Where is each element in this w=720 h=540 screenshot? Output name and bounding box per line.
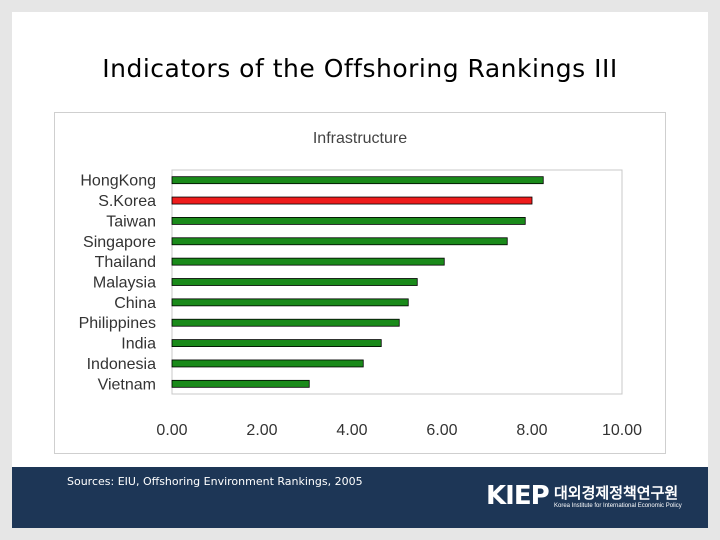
category-label: Taiwan: [106, 213, 156, 230]
logo-english-name: Korea Institute for International Econom…: [554, 503, 682, 509]
category-label: India: [121, 336, 156, 353]
bar-indonesia: [171, 359, 364, 368]
bar-thailand: [171, 257, 445, 266]
chart-title: Infrastructure: [313, 130, 407, 147]
bar-malaysia: [171, 278, 418, 286]
bar-taiwan: [171, 217, 526, 225]
bar-india: [171, 339, 382, 347]
sources-note: Sources: EIU, Offshoring Environment Ran…: [67, 475, 363, 488]
infrastructure-bar-chart: Infrastructure HongKong S.Korea Taiwan Singa…: [79, 130, 643, 439]
category-label: Philippines: [79, 315, 156, 332]
bar-skorea: [171, 196, 533, 205]
bar-singapore: [171, 237, 508, 246]
bar-hongkong: [171, 176, 544, 185]
x-tick-label: 2.00: [246, 422, 277, 439]
x-tick-label: 6.00: [426, 422, 457, 439]
chart-panel: Infrastructure HongKong S.Korea Taiwan Singa…: [54, 112, 666, 454]
footer-bar: Sources: EIU, Offshoring Environment Ran…: [12, 467, 708, 528]
x-tick-label: 0.00: [156, 422, 187, 439]
bar-vietnam: [171, 379, 310, 388]
slide-title: Indicators of the Offshoring Rankings II…: [102, 54, 618, 83]
kiep-logo: KIEP 대외경제정책연구원 Korea Institute for Inter…: [486, 481, 696, 515]
category-label: Thailand: [95, 254, 156, 271]
category-label: China: [114, 295, 156, 312]
logo-mark: KIEP: [486, 481, 550, 511]
x-tick-label: 4.00: [336, 422, 367, 439]
x-tick-label: 8.00: [516, 422, 547, 439]
category-label: Indonesia: [87, 356, 156, 373]
category-label: S.Korea: [98, 193, 156, 210]
category-label: HongKong: [80, 173, 156, 190]
slide: Indicators of the Offshoring Rankings II…: [12, 12, 708, 528]
x-tick-label: 10.00: [602, 422, 642, 439]
logo-korean-name: 대외경제정책연구원: [554, 484, 679, 502]
bar-china: [171, 298, 409, 307]
category-label: Singapore: [83, 234, 156, 251]
bar-philippines: [171, 318, 400, 327]
category-label: Vietnam: [98, 376, 156, 393]
category-label: Malaysia: [93, 275, 156, 292]
